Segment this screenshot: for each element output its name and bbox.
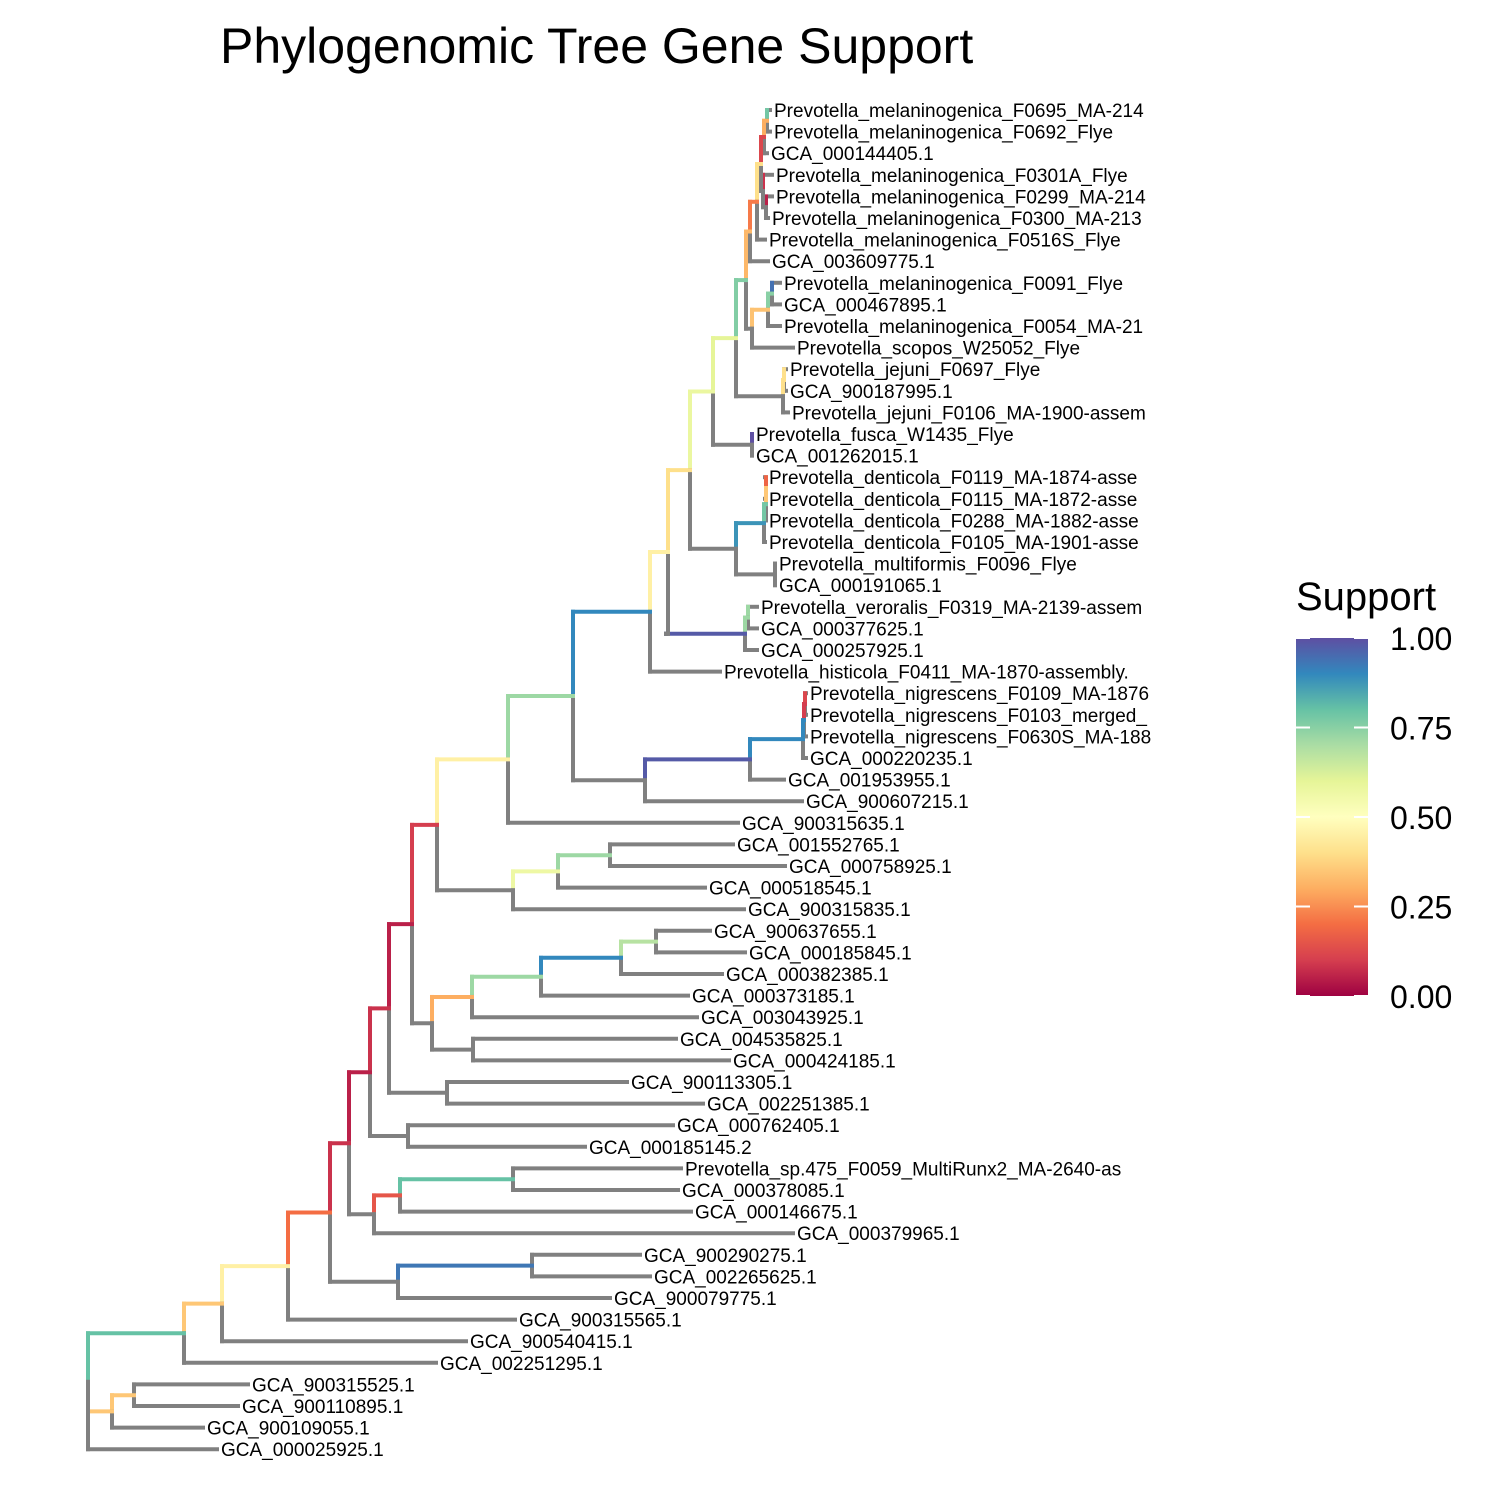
tip-label: GCA_900113305.1 <box>631 1073 792 1094</box>
tip-label: GCA_004535825.1 <box>680 1030 843 1051</box>
tip-label: GCA_900607215.1 <box>806 792 969 813</box>
colorbar-tick-label: 0.00 <box>1390 979 1452 1015</box>
tip-label: Prevotella_melaninogenica_F0091_Flye <box>784 274 1123 295</box>
tip-label: Prevotella_jejuni_F0697_Flye <box>790 360 1040 381</box>
tip-label: GCA_000373185.1 <box>692 987 855 1008</box>
tip-label: Prevotella_nigrescens_F0103_merged_ <box>810 706 1147 727</box>
tip-label: Prevotella_histicola_F0411_MA-1870-assem… <box>724 663 1129 684</box>
tip-label: Prevotella_melaninogenica_F0300_MA-213 <box>772 209 1142 230</box>
tip-label: GCA_000144405.1 <box>771 144 934 165</box>
tip-label: GCA_900315835.1 <box>748 900 911 921</box>
tip-label: GCA_002251295.1 <box>440 1354 603 1375</box>
tip-label: GCA_900315635.1 <box>742 814 905 835</box>
tip-label: GCA_000762405.1 <box>677 1116 840 1137</box>
tip-label: GCA_000185845.1 <box>749 943 912 964</box>
tip-label: Prevotella_melaninogenica_F0695_MA-214 <box>774 101 1144 122</box>
tip-label: Prevotella_denticola_F0288_MA-1882-asse <box>769 511 1139 532</box>
tip-label: Prevotella_melaninogenica_F0301A_Flye <box>776 166 1128 187</box>
tip-label: GCA_900637655.1 <box>714 922 877 943</box>
tip-label: GCA_000257925.1 <box>761 641 924 662</box>
tip-label: GCA_000185145.2 <box>589 1138 752 1159</box>
tip-label: Prevotella_nigrescens_F0630S_MA-188 <box>810 727 1151 748</box>
colorbar-tick-label: 1.00 <box>1390 621 1452 657</box>
support-legend: Support 0.00 0.25 0.50 0.75 1.00 <box>1296 575 1452 1015</box>
tip-label: Prevotella_sp.475_F0059_MultiRunx2_MA-26… <box>685 1159 1121 1180</box>
tip-label: GCA_000378085.1 <box>682 1181 845 1202</box>
tip-label: GCA_001953955.1 <box>788 771 951 792</box>
tip-label: Prevotella_scopos_W25052_Flye <box>797 339 1080 360</box>
tip-label: GCA_900315565.1 <box>519 1311 682 1332</box>
tip-label: GCA_900290275.1 <box>644 1246 807 1267</box>
tip-label: GCA_000146675.1 <box>695 1203 858 1224</box>
tip-label: Prevotella_fusca_W1435_Flye <box>756 425 1014 446</box>
tip-label: GCA_000191065.1 <box>779 576 942 597</box>
tip-label: GCA_000467895.1 <box>784 295 947 316</box>
tip-label: Prevotella_melaninogenica_F0054_MA-21 <box>784 317 1143 338</box>
tip-label: GCA_003043925.1 <box>701 1008 864 1029</box>
tip-label: Prevotella_denticola_F0119_MA-1874-asse <box>769 468 1137 489</box>
tip-label: GCA_000424185.1 <box>733 1051 896 1072</box>
tip-label: Prevotella_jejuni_F0106_MA-1900-assem <box>792 403 1146 424</box>
tip-label: Prevotella_denticola_F0115_MA-1872-asse <box>769 490 1137 511</box>
tip-label: GCA_900540415.1 <box>470 1332 633 1353</box>
tip-label: GCA_900315525.1 <box>252 1375 415 1396</box>
tip-label: GCA_000382385.1 <box>726 965 889 986</box>
tip-labels: Prevotella_melaninogenica_F0695_MA-214Pr… <box>207 101 1151 1461</box>
colorbar-tick-label: 0.50 <box>1390 800 1452 836</box>
colorbar-ticks: 0.00 0.25 0.50 0.75 1.00 <box>1296 621 1452 1015</box>
figure-title: Phylogenomic Tree Gene Support <box>220 18 973 74</box>
tip-label: GCA_000758925.1 <box>789 857 952 878</box>
tip-label: GCA_900109055.1 <box>207 1419 370 1440</box>
tip-label: GCA_000518545.1 <box>709 879 872 900</box>
tip-label: GCA_001262015.1 <box>756 447 919 468</box>
tip-label: Prevotella_melaninogenica_F0516S_Flye <box>769 231 1121 252</box>
colorbar-tick-label: 0.25 <box>1390 890 1452 926</box>
tip-label: GCA_000220235.1 <box>810 749 973 770</box>
tip-label: GCA_003609775.1 <box>772 252 935 273</box>
tip-label: GCA_002265625.1 <box>654 1267 817 1288</box>
tip-label: GCA_002251385.1 <box>707 1095 870 1116</box>
tip-label: Prevotella_denticola_F0105_MA-1901-asse <box>769 533 1139 554</box>
tip-label: GCA_900187995.1 <box>790 382 953 403</box>
tip-label: GCA_900079775.1 <box>614 1289 777 1310</box>
tip-label: Prevotella_melaninogenica_F0299_MA-214 <box>776 187 1146 208</box>
tip-label: Prevotella_veroralis_F0319_MA-2139-assem <box>761 598 1142 619</box>
tip-label: GCA_000379965.1 <box>797 1224 960 1245</box>
colorbar-tick-label: 0.75 <box>1390 711 1452 747</box>
tip-label: GCA_000377625.1 <box>761 619 924 640</box>
tip-label: Prevotella_melaninogenica_F0692_Flye <box>774 123 1113 144</box>
tip-label: GCA_900110895.1 <box>242 1397 403 1418</box>
tree-branches <box>86 108 808 1452</box>
tip-label: Prevotella_multiformis_F0096_Flye <box>779 555 1077 576</box>
legend-title: Support <box>1296 575 1436 619</box>
tip-label: GCA_000025925.1 <box>221 1440 384 1461</box>
tip-label: GCA_001552765.1 <box>737 835 900 856</box>
tip-label: Prevotella_nigrescens_F0109_MA-1876 <box>810 684 1149 705</box>
